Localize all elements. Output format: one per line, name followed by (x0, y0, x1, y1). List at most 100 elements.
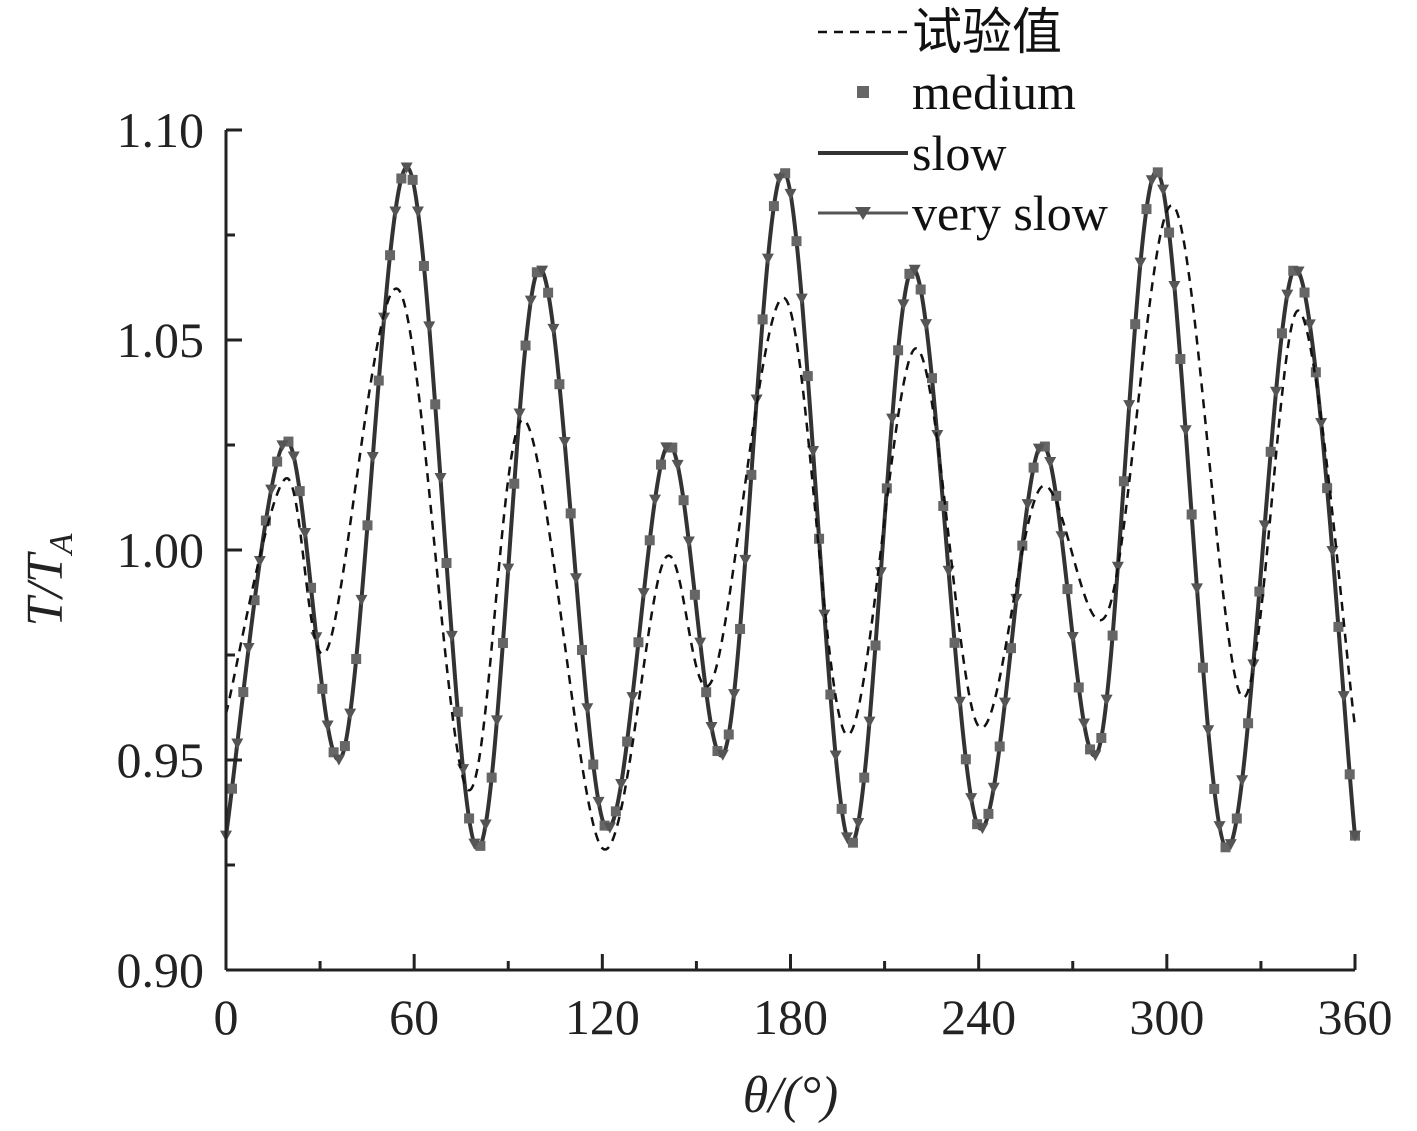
point-very-slow (739, 554, 752, 566)
x-tick-label: 360 (1318, 989, 1393, 1045)
point-very-slow (344, 708, 357, 720)
point-very-slow (547, 323, 560, 335)
point-medium (1276, 328, 1287, 339)
y-ticks: 0.90 0.95 1.00 1.05 1.10 (117, 102, 242, 998)
point-very-slow (1179, 425, 1192, 437)
point-very-slow (490, 715, 503, 727)
point-medium (430, 399, 441, 410)
point-medium (328, 747, 339, 758)
point-medium (1006, 643, 1017, 654)
point-very-slow (287, 451, 300, 463)
point-very-slow (423, 321, 436, 333)
point-medium (1186, 509, 1197, 520)
point-medium (622, 736, 633, 747)
point-very-slow (1021, 499, 1034, 511)
y-tick-label: 1.10 (117, 102, 205, 158)
point-very-slow (682, 536, 695, 548)
point-medium (1288, 265, 1299, 276)
point-very-slow (728, 689, 741, 701)
point-medium (475, 840, 486, 851)
y-axis-label: T/TA (17, 533, 80, 626)
point-very-slow (1315, 417, 1328, 429)
point-very-slow (366, 451, 379, 463)
point-very-slow (637, 588, 650, 600)
point-medium (497, 638, 508, 649)
point-medium (1130, 319, 1141, 330)
point-very-slow (310, 632, 323, 644)
point-very-slow (1269, 386, 1282, 398)
point-very-slow (468, 838, 481, 850)
point-medium (1118, 476, 1129, 487)
point-medium (1141, 204, 1152, 215)
series-line-slow (224, 165, 1357, 851)
point-medium (994, 741, 1005, 752)
point-medium (576, 644, 587, 655)
point-medium (836, 803, 847, 814)
point-very-slow (581, 703, 594, 715)
point-very-slow (852, 818, 865, 830)
point-medium (339, 741, 350, 752)
point-very-slow (1145, 175, 1158, 187)
point-medium (464, 813, 475, 824)
point-very-slow (705, 721, 718, 733)
point-very-slow (795, 293, 808, 305)
point-very-slow (411, 206, 424, 218)
point-medium (1107, 630, 1118, 641)
point-medium (1096, 732, 1107, 743)
point-very-slow (1123, 400, 1136, 412)
point-very-slow (626, 692, 639, 704)
point-medium (1299, 287, 1310, 298)
series-line-test (224, 204, 1357, 851)
point-medium (1197, 662, 1208, 673)
point-very-slow (976, 823, 989, 835)
point-medium (238, 687, 249, 698)
point-medium (870, 640, 881, 651)
point-very-slow (1349, 830, 1361, 842)
point-medium (1152, 167, 1163, 178)
point-medium (1164, 227, 1175, 238)
point-medium (351, 654, 362, 665)
point-very-slow (953, 696, 966, 708)
point-medium (588, 759, 599, 770)
point-very-slow (874, 567, 887, 579)
point-medium (1062, 584, 1073, 595)
axes (224, 130, 1355, 972)
point-very-slow (863, 716, 876, 728)
point-medium (904, 268, 915, 279)
point-very-slow (1190, 583, 1203, 595)
point-very-slow (1168, 281, 1181, 293)
point-very-slow (840, 832, 853, 844)
point-very-slow (1111, 561, 1124, 573)
point-medium (1073, 682, 1084, 693)
legend-entry: slow (818, 125, 1006, 181)
legend-entry: medium (857, 64, 1076, 120)
plot-area (220, 162, 1361, 853)
point-very-slow (1100, 694, 1113, 706)
point-medium (373, 375, 384, 386)
point-very-slow (987, 782, 1000, 794)
point-very-slow (253, 555, 266, 567)
point-very-slow (479, 819, 492, 831)
point-very-slow (761, 253, 774, 265)
legend-label: 试验值 (912, 4, 1062, 60)
legend-entry: 试验值 (818, 4, 1062, 60)
point-medium (757, 314, 768, 325)
point-very-slow (886, 413, 899, 425)
point-very-slow (445, 630, 458, 642)
point-medium (294, 486, 305, 497)
point-very-slow (1157, 184, 1170, 196)
point-very-slow (321, 720, 334, 732)
point-very-slow (1055, 531, 1068, 543)
point-medium (926, 373, 937, 384)
point-medium (1209, 783, 1220, 794)
point-medium (385, 250, 396, 261)
point-medium (520, 340, 531, 351)
point-medium (441, 558, 452, 569)
point-very-slow (592, 796, 605, 808)
point-very-slow (1213, 821, 1226, 833)
point-medium (633, 637, 644, 648)
legend-label: very slow (912, 185, 1108, 241)
x-axis-label: θ/(°) (743, 1067, 838, 1124)
point-medium (260, 515, 271, 526)
